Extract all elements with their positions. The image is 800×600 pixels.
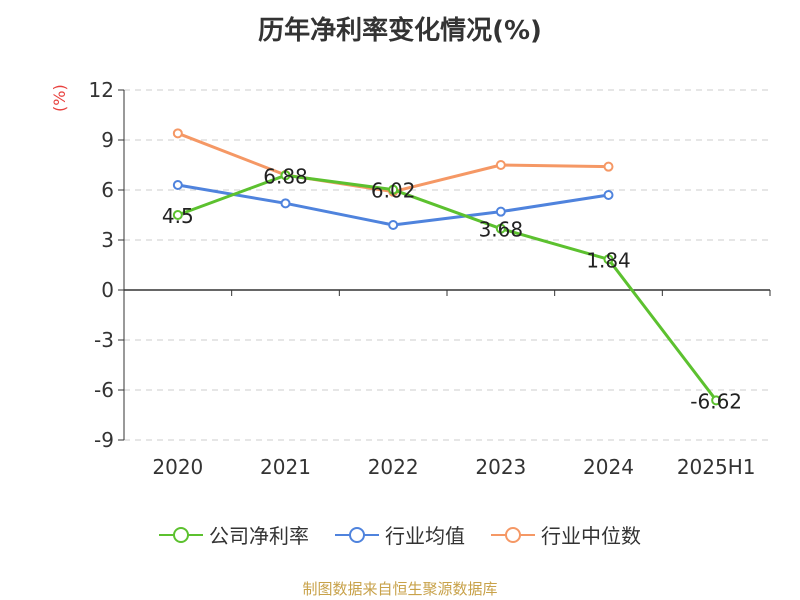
data-point-industry_avg [172, 180, 183, 190]
x-tick-label: 2024 [583, 455, 634, 479]
y-tick-label: -6 [94, 378, 114, 402]
y-tick-label: 6 [101, 178, 114, 202]
data-point-company [280, 170, 291, 181]
data-point-industry_avg [280, 198, 291, 209]
y-tick-label: 9 [101, 128, 114, 152]
legend-item-company[interactable]: 公司净利率 [159, 520, 309, 549]
legend-item-industry-avg[interactable]: 行业均值 [335, 520, 465, 549]
legend-label-industry-avg: 行业均值 [385, 524, 465, 548]
data-source-note: 制图数据来自恒生聚源数据库 [302, 580, 498, 598]
legend: 公司净利率 行业均值 行业中位数 [0, 520, 800, 549]
y-tick-label: -9 [94, 428, 114, 452]
data-label-company: -6.62 [690, 389, 742, 413]
y-tick-label: 3 [101, 228, 114, 252]
data-label-company: 6.02 [371, 179, 416, 203]
data-label-company: 3.68 [479, 218, 524, 242]
x-tick-label: 2025H1 [677, 455, 756, 479]
data-label-company: 4.5 [162, 204, 194, 228]
data-point-industry_median [603, 161, 614, 172]
data-point-industry_avg [388, 220, 399, 230]
x-tick-label: 2021 [260, 455, 311, 479]
x-tick-label: 2022 [368, 455, 419, 479]
data-label-company: 6.88 [263, 164, 308, 188]
data-point-industry_median [495, 160, 506, 170]
legend-label-industry-median: 行业中位数 [541, 524, 641, 548]
data-point-company [388, 184, 399, 195]
x-tick-label: 2020 [152, 455, 203, 479]
data-point-company [603, 254, 614, 265]
legend-marker-industry-median [491, 526, 535, 543]
x-tick-label: 2023 [475, 455, 526, 479]
y-tick-label: 12 [89, 78, 114, 102]
legend-marker-company [159, 526, 203, 543]
legend-label-company: 公司净利率 [209, 524, 309, 548]
legend-item-industry-median[interactable]: 行业中位数 [491, 520, 641, 549]
data-point-company [711, 395, 722, 406]
y-tick-label: -3 [94, 328, 114, 352]
y-tick-label: 0 [101, 278, 114, 302]
data-point-company [495, 223, 506, 234]
data-point-industry_avg [603, 190, 614, 200]
data-point-industry_avg [495, 206, 506, 217]
series-line-company [177, 173, 718, 402]
data-point-company [172, 210, 183, 220]
data-label-company: 1.84 [586, 248, 631, 272]
legend-marker-industry-avg [335, 526, 379, 543]
chart-title: 历年净利率变化情况(%) [258, 16, 542, 46]
data-point-industry_median [172, 128, 183, 139]
